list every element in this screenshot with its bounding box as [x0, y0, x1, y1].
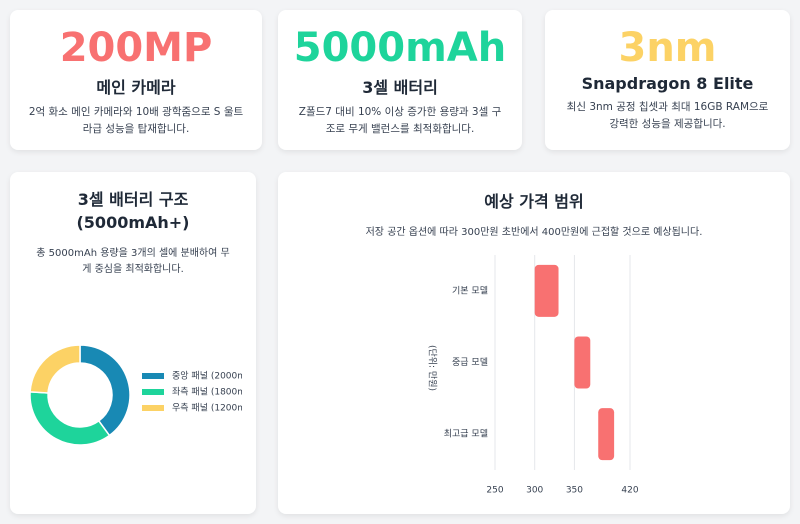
- donut-segment: [29, 391, 111, 446]
- price-card: 예상 가격 범위 저장 공간 옵션에 따라 300만원 초반에서 400만원에 …: [278, 172, 790, 514]
- stat-card: 5000mAh 3셀 배터리 Z폴드7 대비 10% 이상 증가한 용량과 3셀…: [278, 10, 522, 150]
- legend-label: 좌측 패널 (1800mAh): [172, 387, 242, 398]
- x-tick-label: 300: [526, 486, 543, 496]
- x-tick-label: 350: [566, 486, 583, 496]
- chart-title: 예상 가격 범위: [484, 192, 584, 211]
- range-bar: [574, 336, 591, 389]
- card-title: 3셀 배터리: [362, 78, 438, 97]
- battery-card: 3셀 배터리 구조 (5000mAh+) 총 5000mAh 용량을 3개의 셀…: [10, 172, 256, 514]
- card-title: 메인 카메라: [96, 78, 176, 97]
- stat: 3nm: [618, 25, 717, 71]
- stat: 200MP: [59, 25, 213, 71]
- x-tick-label: 420: [621, 486, 638, 496]
- legend-swatch: [142, 373, 164, 379]
- y-tick-label: 중급 모델: [452, 356, 488, 368]
- card-description: 최신 3nm 공정 칩셋과 최대 16GB RAM으로 강력한 성능을 제공합니…: [566, 101, 769, 130]
- legend-swatch: [142, 389, 164, 395]
- range-bar: [534, 264, 559, 317]
- card-description: Z폴드7 대비 10% 이상 증가한 용량과 3셀 구조로 무게 밸런스를 최적…: [298, 106, 502, 135]
- range-bar: [598, 408, 615, 461]
- legend-swatch: [142, 405, 164, 411]
- chart-subtitle: 저장 공간 옵션에 따라 300만원 초반에서 400만원에 근접할 것으로 예…: [365, 227, 703, 238]
- card-title: Snapdragon 8 Elite: [581, 74, 754, 93]
- chart-subtitle: 총 5000mAh 용량을 3개의 셀에 분배하여 무게 중심을 최적화합니다.: [36, 248, 230, 275]
- y-axis-label: (단위: 만원): [427, 345, 438, 391]
- legend-label: 중앙 패널 (2000mAh): [172, 370, 242, 382]
- donut-segment: [79, 344, 131, 437]
- donut-chart: 중앙 패널 (2000mAh) 좌측 패널 (1800mAh) 우측 패널 (120…: [29, 344, 242, 446]
- stat-card: 3nm Snapdragon 8 Elite 최신 3nm 공정 칩셋과 최대 …: [545, 10, 790, 150]
- stat: 5000mAh: [293, 25, 507, 71]
- y-tick-label: 최고급 모델: [444, 428, 488, 440]
- chart-title: 3셀 배터리 구조 (5000mAh+): [76, 190, 190, 232]
- y-tick-label: 기본 모델: [452, 284, 488, 296]
- card-description: 2억 화소 메인 카메라와 10배 광학줌으로 S 울트라급 성능을 탑재합니다…: [28, 106, 244, 135]
- stat-card: 200MP 메인 카메라 2억 화소 메인 카메라와 10배 광학줌으로 S 울…: [10, 10, 262, 150]
- donut-segment: [29, 344, 81, 394]
- x-tick-label: 250: [486, 486, 503, 496]
- legend-label: 우측 패널 (1200mAh): [172, 403, 242, 414]
